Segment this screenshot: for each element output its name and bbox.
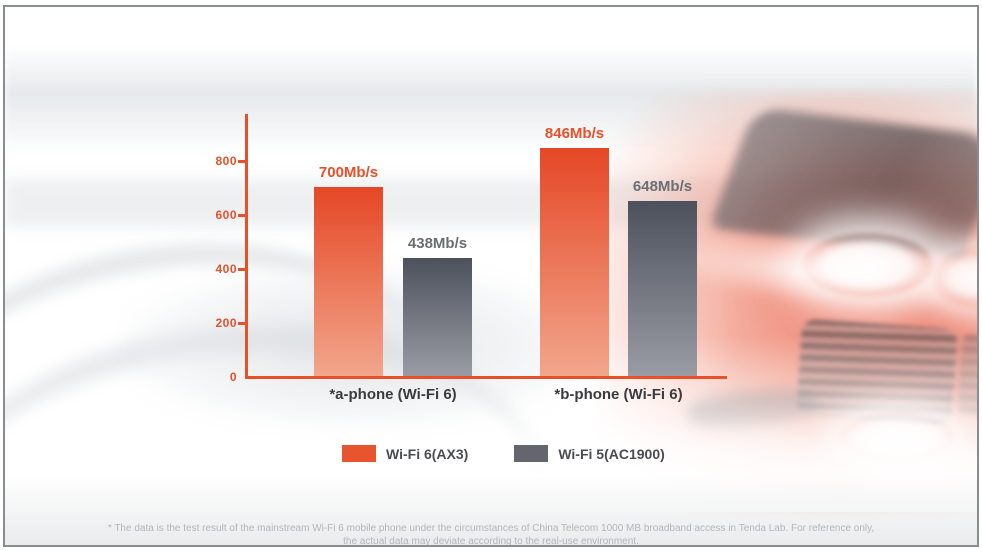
bar-value-label: 438Mb/s — [407, 235, 468, 252]
x-category-label: *a-phone (Wi-Fi 6) — [329, 386, 457, 403]
x-category-label: *b-phone (Wi-Fi 6) — [554, 386, 683, 403]
legend-label: Wi-Fi 6(AX3) — [386, 445, 469, 462]
y-tick-mark — [238, 268, 245, 271]
speed-bar-chart: 0 200 400 600 800 700Mb/s 438Mb/s *a-phone (Wi-… — [5, 7, 977, 545]
footnote-line: * The data is the test result of the mai… — [107, 523, 875, 534]
bar-wifi6 — [314, 187, 383, 376]
image-border-frame: 0 200 400 600 800 700Mb/s 438Mb/s *a-phone (Wi-… — [3, 5, 979, 547]
y-tick-label: 800 — [215, 154, 237, 168]
legend-swatch — [342, 445, 376, 462]
y-tick-label: 400 — [215, 262, 237, 276]
bar-wifi5 — [628, 201, 697, 376]
y-axis — [245, 114, 248, 379]
bar-value-label: 700Mb/s — [318, 164, 379, 181]
legend-item: Wi-Fi 5(AC1900) — [514, 445, 665, 462]
bar-value-label: 648Mb/s — [632, 178, 693, 195]
bar-value-label: 846Mb/s — [544, 125, 605, 142]
footnote-line: the actual data may deviate according to… — [343, 536, 639, 547]
legend-item: Wi-Fi 6(AX3) — [342, 445, 468, 462]
y-tick-label: 600 — [215, 208, 237, 222]
legend-label: Wi-Fi 5(AC1900) — [558, 445, 665, 462]
chart-legend: Wi-Fi 6(AX3) Wi-Fi 5(AC1900) — [342, 445, 665, 462]
bar-wifi6 — [540, 148, 609, 376]
footnote: * The data is the test result of the mai… — [5, 522, 977, 547]
legend-swatch — [514, 445, 549, 462]
y-tick-mark — [238, 322, 245, 325]
y-tick-mark — [238, 160, 245, 163]
y-tick-label: 0 — [229, 370, 237, 384]
bar-wifi5 — [403, 258, 472, 376]
y-tick-label: 200 — [215, 316, 237, 330]
y-tick-mark — [238, 214, 245, 217]
x-axis — [245, 376, 727, 379]
